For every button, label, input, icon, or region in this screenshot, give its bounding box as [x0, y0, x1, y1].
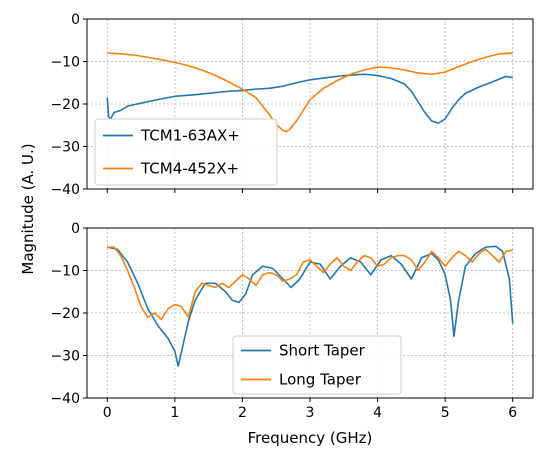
x-tick-label: 5	[441, 405, 450, 421]
x-tick-label: 2	[238, 405, 247, 421]
y-axis-label: Magnitude (A. U.)	[19, 143, 37, 274]
y-tick-label: 0	[71, 12, 80, 28]
legend: TCM1-63AX+ TCM4-452X+	[94, 118, 278, 186]
top-panel: 0 −10 −20 −30 −40 TCM1-63AX+ TCM4-452X+	[50, 12, 534, 198]
y-tick-label: −40	[50, 182, 80, 198]
series-line-1	[106, 73, 513, 124]
legend-label: Long Taper	[279, 371, 362, 389]
legend-label: TCM4-452X+	[140, 160, 239, 178]
y-tick-label: −30	[50, 349, 80, 365]
legend-box	[94, 118, 278, 186]
x-tick-label: 6	[508, 405, 517, 421]
legend-box	[232, 335, 402, 395]
y-tick-label: −40	[50, 391, 80, 407]
y-tick-label: −20	[50, 97, 80, 113]
legend: Short Taper Long Taper	[232, 335, 402, 395]
series-line-2	[107, 52, 513, 133]
y-tick-label: −30	[50, 140, 80, 156]
x-tick-label: 3	[306, 405, 315, 421]
x-tick-label: 4	[373, 405, 382, 421]
x-tick-label: 1	[170, 405, 179, 421]
y-tick-label: −10	[50, 55, 80, 71]
series-line-2	[107, 246, 513, 321]
x-tick-label: 0	[103, 405, 112, 421]
legend-label: Short Taper	[279, 342, 366, 360]
y-tick-label: −20	[50, 306, 80, 322]
bottom-panel: 0 −10 −20 −30 −40 0 1 2 3 4 5 6 Short Taper Long Tape…	[50, 221, 534, 421]
y-tick-label: 0	[71, 221, 80, 237]
legend-label: TCM1-63AX+	[140, 127, 240, 145]
y-tick-label: −10	[50, 264, 80, 280]
x-axis-label: Frequency (GHz)	[248, 429, 373, 447]
series-line-1	[107, 245, 514, 367]
